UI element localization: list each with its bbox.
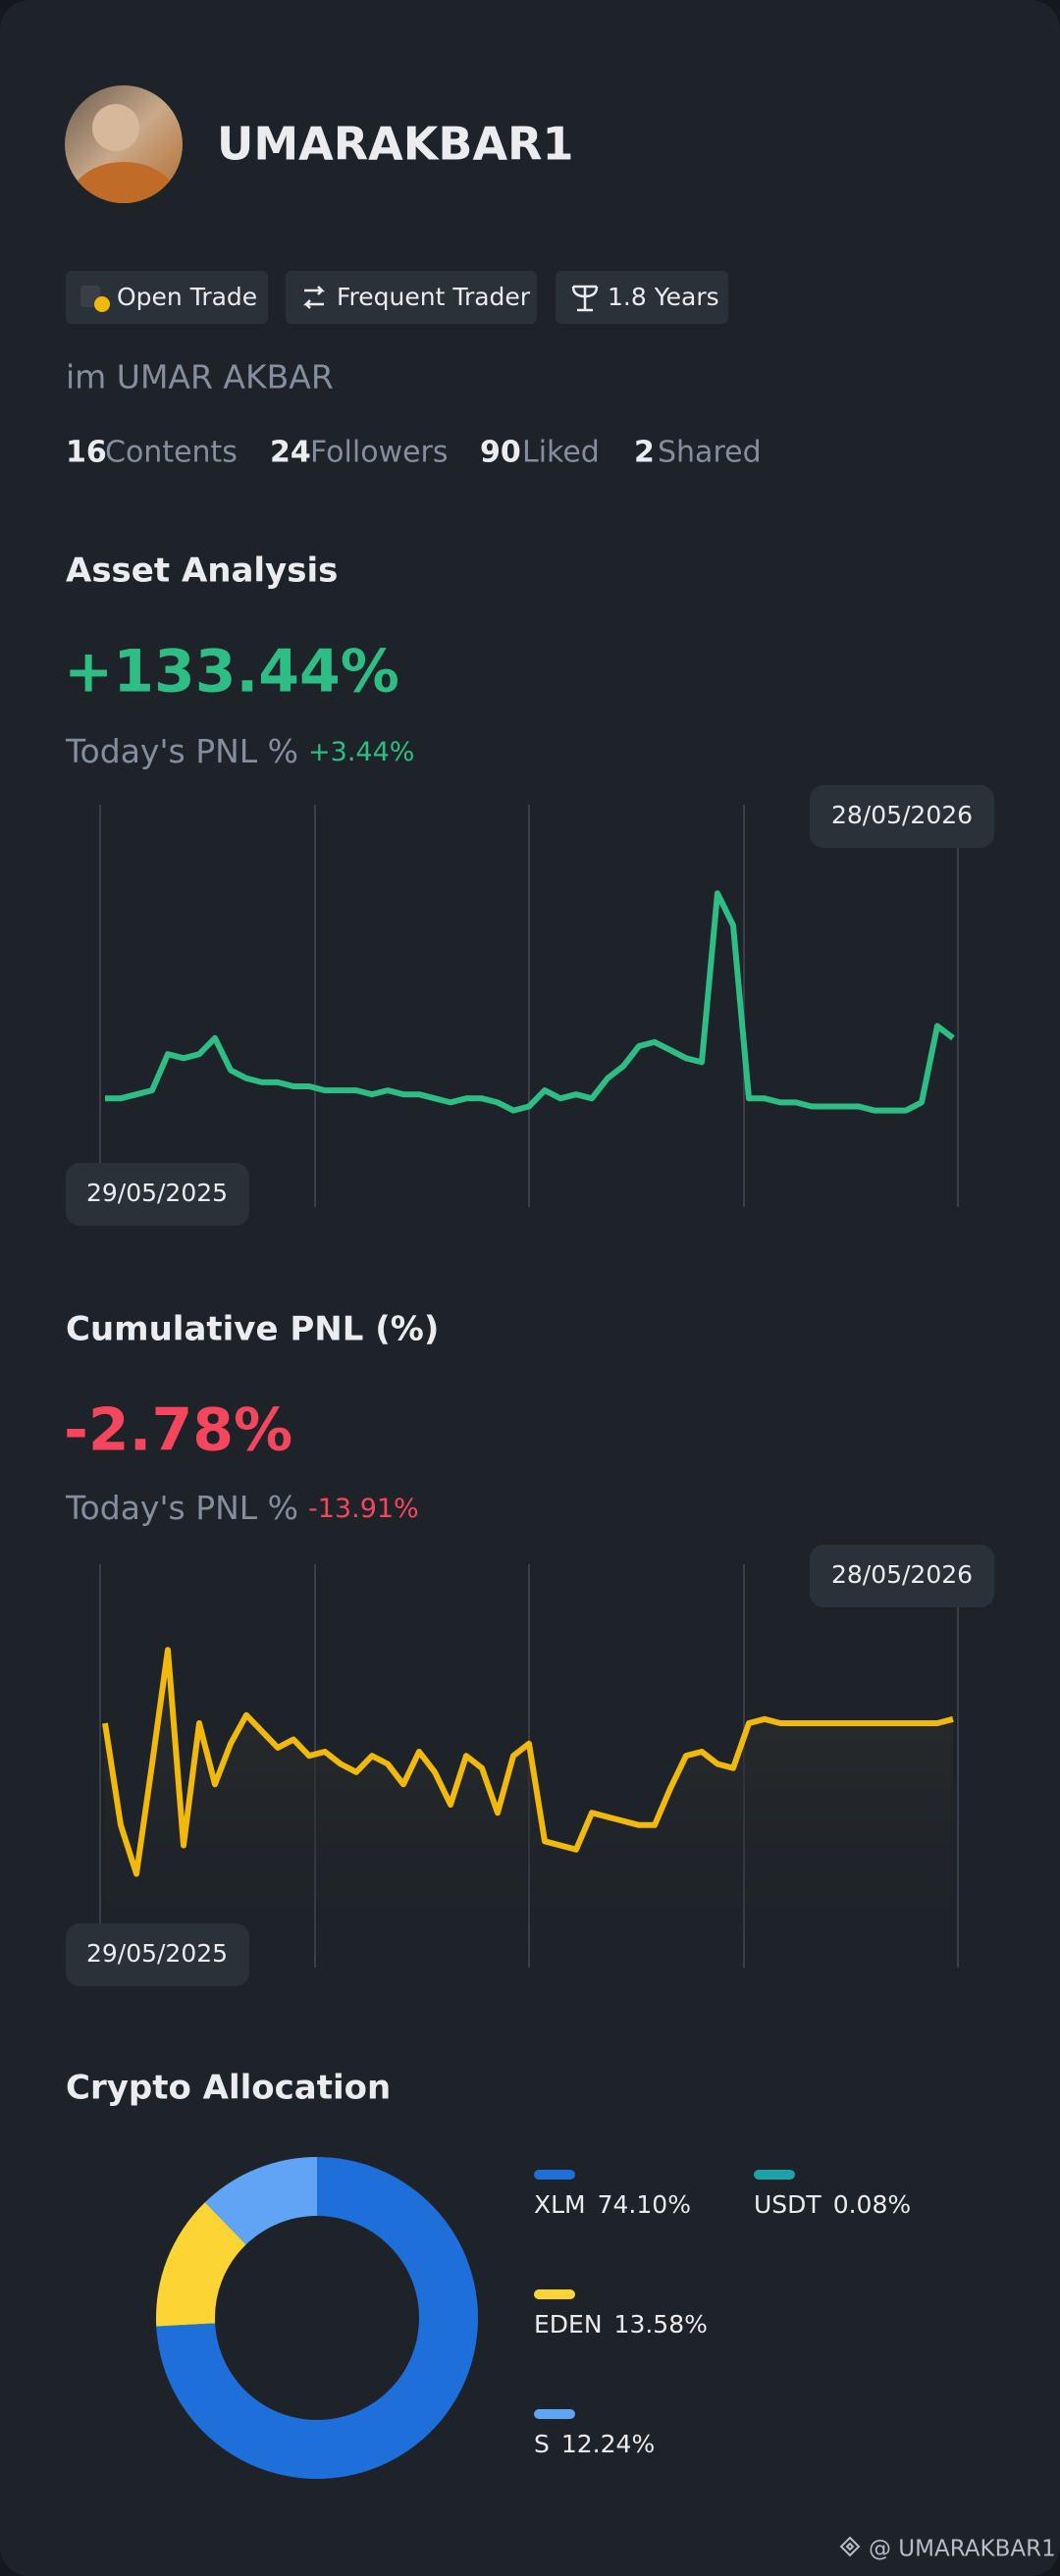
watermark-text: @ UMARAKBAR1: [869, 2537, 1056, 2562]
start-date: 29/05/2025: [86, 1179, 228, 1207]
legend-entry[interactable]: USDT 0.08%: [754, 2190, 911, 2219]
legend-swatch[interactable]: [534, 2409, 575, 2419]
stat-label[interactable]: Contents: [105, 436, 238, 470]
donut-slice[interactable]: [156, 2157, 478, 2479]
stat-count[interactable]: 2: [634, 436, 655, 470]
stat-label[interactable]: Followers: [310, 436, 449, 470]
badge-bg: [556, 271, 728, 324]
legend-label: USDT: [754, 2190, 822, 2219]
avatar[interactable]: [65, 85, 183, 240]
today-pnl: Today's PNL % +3.44%: [65, 732, 414, 770]
legend-value: 0.08%: [833, 2190, 911, 2219]
badge-icon: [571, 285, 599, 312]
charts: Asset Analysis +133.44% Today's PNL % +3.44…: [64, 552, 994, 2479]
today-pnl-value: -13.91%: [308, 1494, 419, 1524]
display-name: im UMAR AKBAR: [66, 358, 334, 396]
donut-slice[interactable]: [156, 2323, 216, 2328]
badge-bg: [286, 271, 537, 324]
watermark: @ UMARAKBAR1: [839, 2536, 1056, 2562]
legend-swatch[interactable]: [534, 2170, 575, 2180]
donut-slice[interactable]: [204, 2157, 317, 2245]
section-title: Cumulative PNL (%): [66, 1310, 439, 1349]
badge-label: 1.8 Years: [608, 283, 719, 311]
badge-label: Open Trade: [117, 283, 257, 311]
today-pnl-label: Today's PNL %: [65, 1489, 298, 1527]
end-date: 28/05/2026: [831, 801, 973, 829]
line: [102, 1647, 954, 1877]
date-chip: [66, 1163, 249, 1226]
stat-label[interactable]: Liked: [522, 436, 600, 470]
headline-value: +133.44%: [64, 638, 399, 707]
legend-value: 13.58%: [614, 2310, 708, 2339]
start-date: 29/05/2025: [86, 1939, 228, 1968]
legend-entry[interactable]: EDEN 13.58%: [534, 2310, 708, 2339]
badges: Open Trade Frequent Trader 1.8 Years: [66, 271, 728, 324]
badge-label: Frequent Trader: [337, 283, 531, 311]
legend-label: S: [534, 2430, 550, 2458]
today-pnl: Today's PNL % -13.91%: [65, 1489, 419, 1527]
stat-count[interactable]: 24: [270, 436, 311, 470]
badge-icon: [94, 296, 110, 312]
date-chip: [66, 1923, 249, 1986]
username: UMARAKBAR1: [217, 118, 574, 171]
donut-slice[interactable]: [156, 2202, 246, 2327]
headline-value: -2.78%: [64, 1396, 292, 1465]
legend-label: EDEN: [534, 2310, 603, 2339]
section-title: Crypto Allocation: [66, 2069, 391, 2108]
badge-icon: [302, 286, 326, 309]
legend-swatch[interactable]: [754, 2170, 795, 2180]
date-chip: [810, 1545, 994, 1607]
legend-label: XLM: [534, 2190, 586, 2219]
end-date: 28/05/2026: [831, 1560, 973, 1589]
today-pnl-label: Today's PNL %: [65, 732, 298, 770]
stat-label[interactable]: Shared: [658, 436, 762, 470]
line: [105, 890, 955, 1114]
stat-count[interactable]: 90: [480, 436, 521, 470]
stat-count[interactable]: 16: [66, 436, 107, 470]
legend-value: 74.10%: [598, 2190, 691, 2219]
legend-entry[interactable]: S 12.24%: [534, 2430, 655, 2458]
date-chip: [810, 785, 994, 848]
area: [105, 1650, 953, 1968]
badge-bg: [66, 271, 268, 324]
logo: [839, 2536, 861, 2557]
today-pnl-value: +3.44%: [308, 737, 414, 767]
legend-value: 12.24%: [561, 2430, 655, 2458]
legend-entry[interactable]: XLM 74.10%: [534, 2190, 691, 2219]
section-title: Asset Analysis: [66, 552, 338, 591]
legend-swatch[interactable]: [534, 2289, 575, 2299]
